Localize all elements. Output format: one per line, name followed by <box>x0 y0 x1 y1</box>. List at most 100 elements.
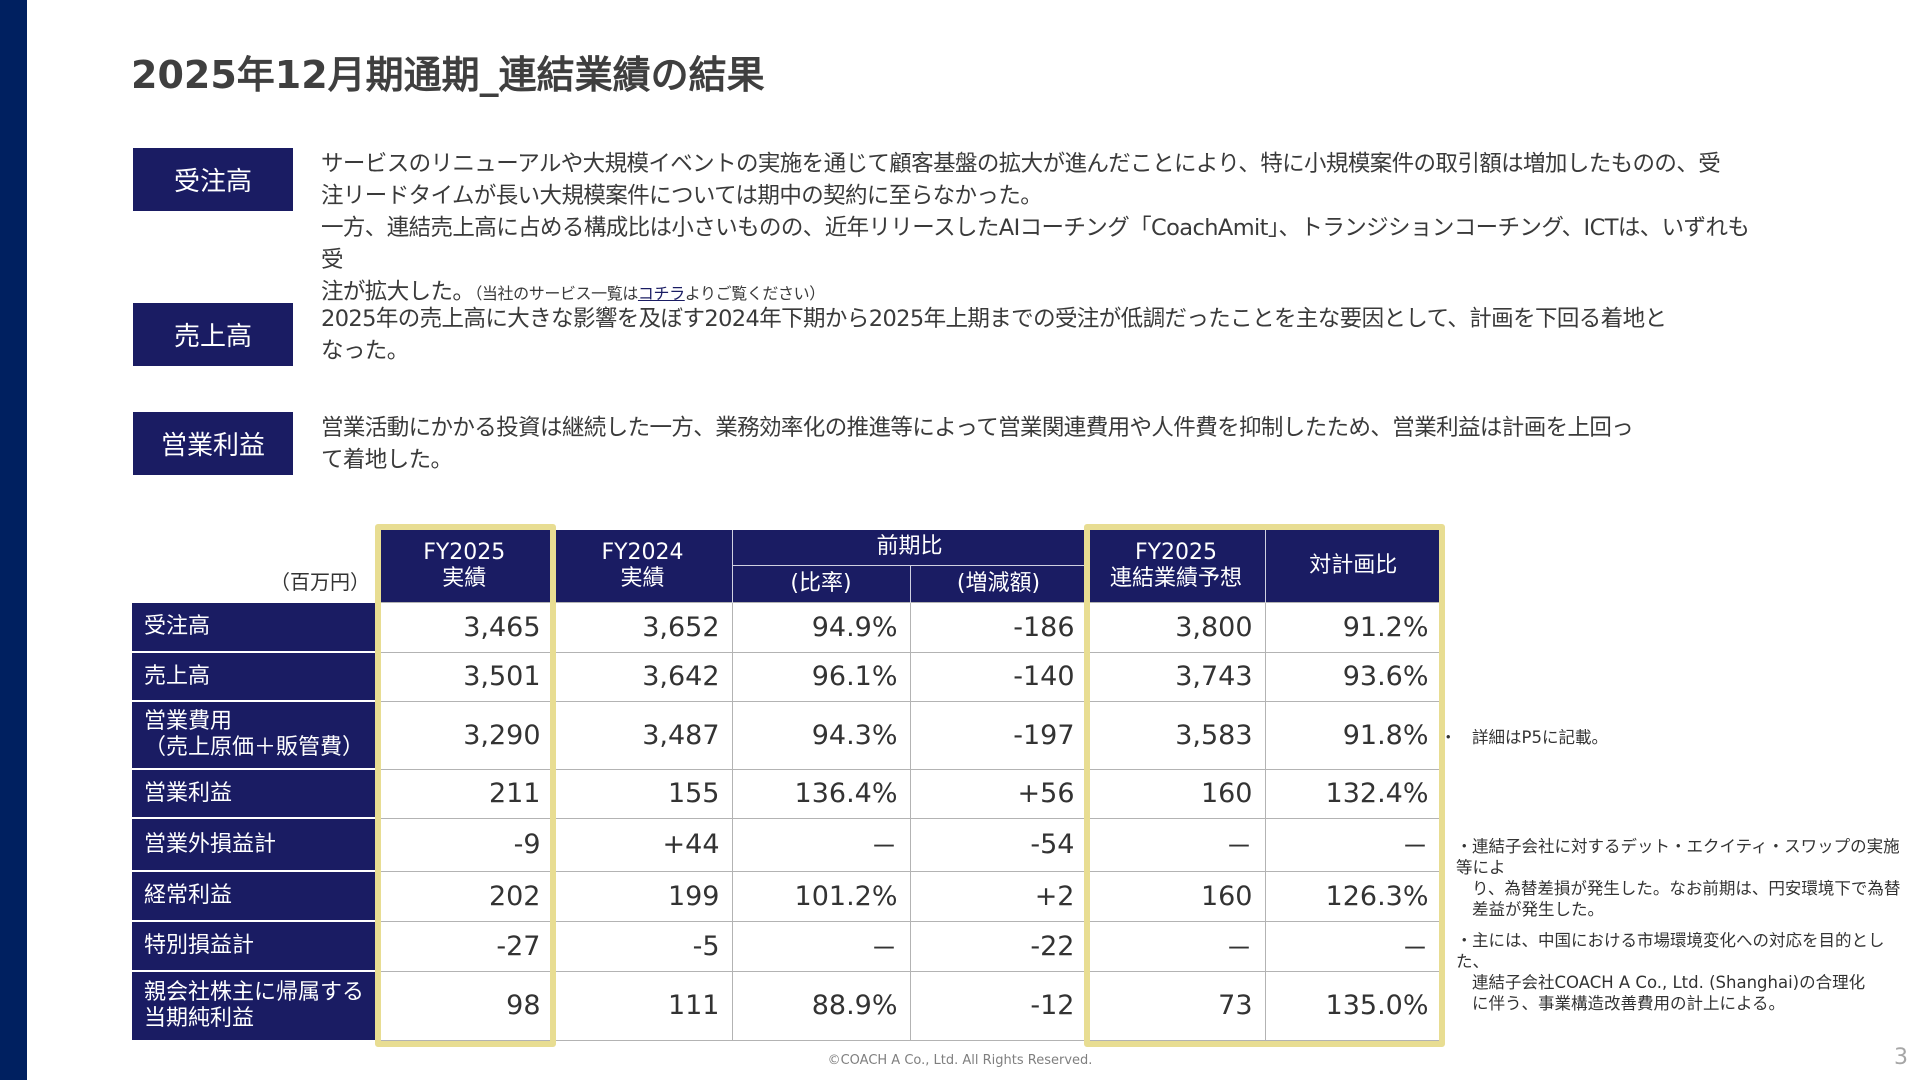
cell-diff: -54 <box>909 817 1088 872</box>
cell-fy2025: 3,501 <box>375 651 554 702</box>
results-table: FY2025 実績 FY2024 実績 前期比 FY2025 連結業績予想 対計… <box>132 530 1442 1041</box>
cell-ratio: 88.9% <box>731 970 911 1041</box>
cell-ratio: 101.2% <box>731 870 911 922</box>
text-line: 2025年の売上高に大きな影響を及ぼす2024年下期から2025年上期までの受注… <box>321 306 1667 332</box>
page-number: 3 <box>1894 1045 1908 1070</box>
cell-fy2024: 155 <box>552 768 733 819</box>
section-label-operating-profit: 営業利益 <box>133 412 293 475</box>
text-line: 一方、連結売上高に占める構成比は小さいものの、近年リリースしたAIコーチング「C… <box>321 215 1750 273</box>
text-line: サービスのリニューアルや大規模イベントの実施を通じて顧客基盤の拡大が進んだことに… <box>321 151 1721 177</box>
text-line: 営業活動にかかる投資は継続した一方、業務効率化の推進等によって営業関連費用や人件… <box>321 415 1634 441</box>
note-line: に伴う、事業構造改善費用の計上による。 <box>1472 994 1786 1013</box>
cell-ratio: 96.1% <box>731 651 911 702</box>
cell-forecast: － <box>1086 920 1266 972</box>
cell-forecast: 160 <box>1086 768 1266 819</box>
cell-vs-plan: 126.3% <box>1264 870 1442 922</box>
row-label: 営業費用 （売上原価＋販管費） <box>132 700 376 769</box>
row-label-line: 売上高 <box>144 663 211 689</box>
row-label-line: 営業利益 <box>144 780 233 806</box>
header-line: FY2025 <box>1134 539 1218 565</box>
cell-forecast: 3,743 <box>1086 651 1266 702</box>
cell-diff: -22 <box>909 920 1088 972</box>
cell-diff: +2 <box>909 870 1088 922</box>
cell-diff: +56 <box>909 768 1088 819</box>
note-text: 連結子会社に対するデット・エクイティ・スワップの実施等によ <box>1456 837 1900 877</box>
header-line: 実績 <box>620 565 665 591</box>
note-line: 差益が発生した。 <box>1472 900 1604 919</box>
header-fy2024-actual: FY2024 実績 <box>552 530 732 602</box>
cell-vs-plan: － <box>1264 817 1442 872</box>
table-row: 売上高 3,501 3,642 96.1% -140 3,743 93.6% <box>132 651 1442 702</box>
cell-vs-plan: 91.2% <box>1264 601 1442 653</box>
bullet-icon: ・ <box>1456 931 1473 950</box>
text-line: て着地した。 <box>321 447 453 473</box>
cell-fy2024: -5 <box>552 920 733 972</box>
note-prefix: （当社のサービス一覧は <box>474 284 638 303</box>
row-label-line: 当期純利益 <box>144 1006 255 1031</box>
table-row: 営業外損益計 -9 +44 － -54 －－ <box>132 817 1442 872</box>
row-label: 売上高 <box>132 651 376 701</box>
note-text: 主には、中国における市場環境変化への対応を目的とした、 <box>1456 931 1885 971</box>
row-label: 営業利益 <box>132 768 376 818</box>
header-yoy-ratio: (比率) <box>731 564 910 602</box>
unit-label: （百万円） <box>270 570 370 594</box>
cell-diff: -12 <box>909 970 1088 1041</box>
bullet-icon: ・ <box>1456 837 1473 856</box>
row-label: 経常利益 <box>132 870 376 921</box>
note-text: 詳細はP5に記載。 <box>1472 728 1608 747</box>
section-text-sales: 2025年の売上高に大きな影響を及ぼす2024年下期から2025年上期までの受注… <box>321 303 1761 367</box>
cell-fy2024: 3,642 <box>552 651 733 702</box>
table-row: 営業利益 211 155 136.4% +56 160 132.4% <box>132 768 1442 819</box>
header-line: FY2024 <box>601 539 684 565</box>
cell-forecast: 3,800 <box>1086 601 1266 653</box>
header-vs-plan: 対計画比 <box>1264 530 1441 602</box>
header-yoy-group: 前期比 <box>731 530 1087 565</box>
sidebar-accent-bar <box>0 0 27 1080</box>
row-label-line: 営業費用 <box>144 709 233 734</box>
cell-fy2025: 3,290 <box>375 700 554 770</box>
cell-fy2025: -27 <box>375 920 554 972</box>
cell-vs-plan: 135.0% <box>1264 970 1442 1041</box>
table-row: 親会社株主に帰属する 当期純利益 98 111 88.9% -12 73 135.0% <box>132 970 1442 1041</box>
cell-fy2025: 3,465 <box>375 601 554 653</box>
section-text-orders: サービスのリニューアルや大規模イベントの実施を通じて顧客基盤の拡大が進んだことに… <box>321 148 1761 310</box>
cell-fy2024: 111 <box>552 970 733 1041</box>
text-line: なった。 <box>321 338 409 364</box>
row-label-line: 営業外損益計 <box>144 831 277 857</box>
cell-vs-plan: 91.8% <box>1264 700 1442 770</box>
cell-ratio: － <box>731 817 911 872</box>
note-non-operating: ・連結子会社に対するデット・エクイティ・スワップの実施等によ り、為替差損が発生… <box>1456 836 1916 920</box>
header-fy2025-actual: FY2025 実績 <box>376 530 553 602</box>
cell-vs-plan: － <box>1264 920 1442 972</box>
cell-fy2025: -9 <box>375 817 554 872</box>
table-row: 経常利益 202 199 101.2% +2 160 126.3% <box>132 870 1442 922</box>
table-row: 営業費用 （売上原価＋販管費） 3,290 3,487 94.3% -197 3,583 91… <box>132 700 1442 770</box>
cell-forecast: 160 <box>1086 870 1266 922</box>
note-line: ・詳細はP5に記載。 <box>1440 727 1916 748</box>
row-label: 特別損益計 <box>132 920 376 971</box>
page-title: 2025年12月期通期_連結業績の結果 <box>131 53 765 97</box>
section-label-sales: 売上高 <box>133 303 293 366</box>
note-line: ・主には、中国における市場環境変化への対応を目的とした、 <box>1456 930 1916 972</box>
cell-diff: -197 <box>909 700 1088 770</box>
text-line: 注が拡大した。（当社のサービス一覧はコチラよりご覧ください） <box>321 276 1761 310</box>
row-label-line: 親会社株主に帰属する <box>144 980 365 1005</box>
section-text-operating-profit: 営業活動にかかる投資は継続した一方、業務効率化の推進等によって営業関連費用や人件… <box>321 412 1761 476</box>
cell-forecast: － <box>1086 817 1266 872</box>
header-line: 実績 <box>442 565 487 591</box>
section-label-orders: 受注高 <box>133 148 293 211</box>
copyright-footer: ©COACH A Co., Ltd. All Rights Reserved. <box>827 1053 1093 1068</box>
cell-diff: -186 <box>909 601 1088 653</box>
header-line: 連結業績予想 <box>1109 565 1242 591</box>
table-row: 受注高 3,465 3,652 94.9% -186 3,800 91.2% <box>132 601 1442 653</box>
row-label-line: 受注高 <box>144 614 211 639</box>
table-row: 特別損益計 -27 -5 － -22 －－ <box>132 920 1442 972</box>
note-line: り、為替差損が発生した。なお前期は、円安環境下で為替 <box>1472 879 1901 898</box>
note-line: 連結子会社COACH A Co., Ltd. (Shanghai)の合理化 <box>1472 973 1866 992</box>
text-line: 注リードタイムが長い大規模案件については期中の契約に至らなかった。 <box>321 183 1043 209</box>
service-list-link[interactable]: コチラ <box>637 284 685 303</box>
cell-fy2024: 3,652 <box>552 601 733 653</box>
cell-ratio: 94.3% <box>731 700 911 770</box>
row-label: 受注高 <box>132 601 376 652</box>
row-label: 親会社株主に帰属する 当期純利益 <box>132 970 376 1040</box>
